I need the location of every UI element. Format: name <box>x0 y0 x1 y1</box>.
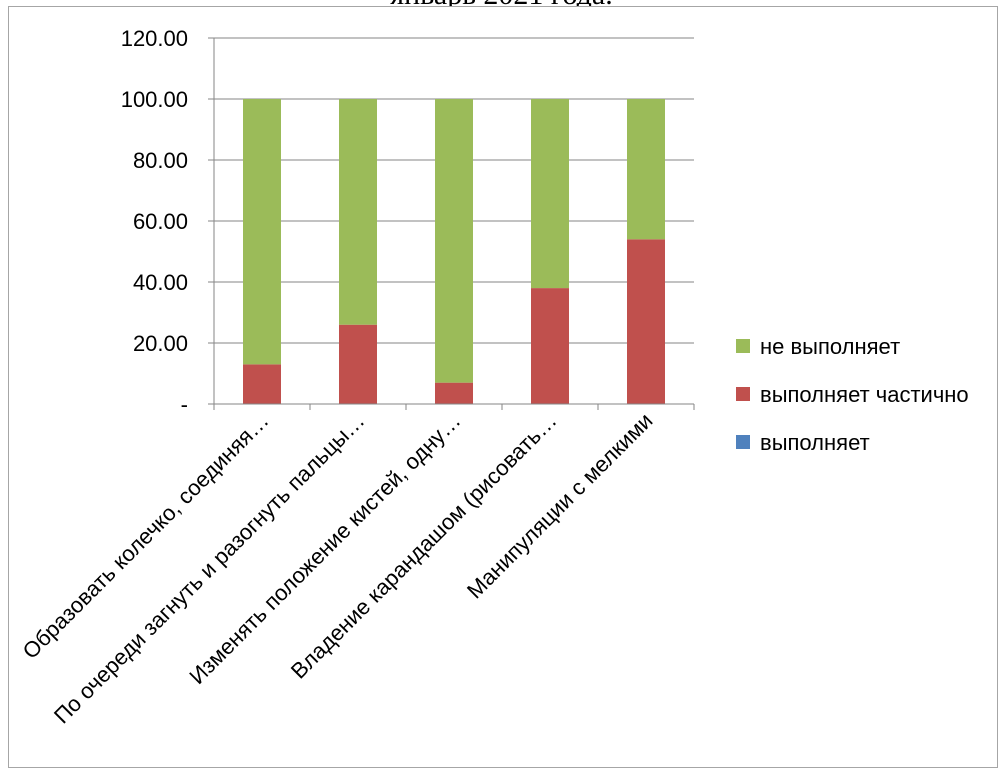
legend: не выполняет выполняет частично выполняет <box>736 334 969 455</box>
legend-label: выполняет <box>760 430 870 455</box>
y-axis: - 20.00 40.00 60.00 80.00 100.00 120.00 <box>121 26 215 417</box>
bar-segment <box>339 99 377 325</box>
legend-swatch <box>736 387 750 401</box>
y-tick-label: 80.00 <box>133 148 188 173</box>
bar-segment <box>243 99 281 365</box>
legend-swatch <box>736 435 750 449</box>
chart-frame <box>8 6 998 768</box>
bar-segment <box>243 364 281 404</box>
y-tick-label: 20.00 <box>133 331 188 356</box>
y-tick-label: 120.00 <box>121 26 188 51</box>
bars <box>243 99 665 404</box>
y-tick-label: 100.00 <box>121 87 188 112</box>
bar-segment <box>435 99 473 383</box>
y-tick-label: 40.00 <box>133 270 188 295</box>
bar-segment <box>627 239 665 404</box>
bar-segment <box>435 382 473 404</box>
y-tick-label: - <box>181 392 188 417</box>
x-axis: Образовать колечко, соединяя…По очереди … <box>18 403 695 728</box>
legend-label: не выполняет <box>760 334 900 359</box>
legend-swatch <box>736 339 750 353</box>
bar-segment <box>531 99 569 289</box>
x-tick-label: Манипуляции с мелкими <box>462 408 658 604</box>
chart-title: январь 2021 года. <box>0 0 1003 12</box>
bar-segment <box>627 99 665 240</box>
bar-segment <box>531 288 569 404</box>
y-tick-label: 60.00 <box>133 209 188 234</box>
legend-label: выполняет частично <box>760 382 969 407</box>
bar-segment <box>339 324 377 404</box>
